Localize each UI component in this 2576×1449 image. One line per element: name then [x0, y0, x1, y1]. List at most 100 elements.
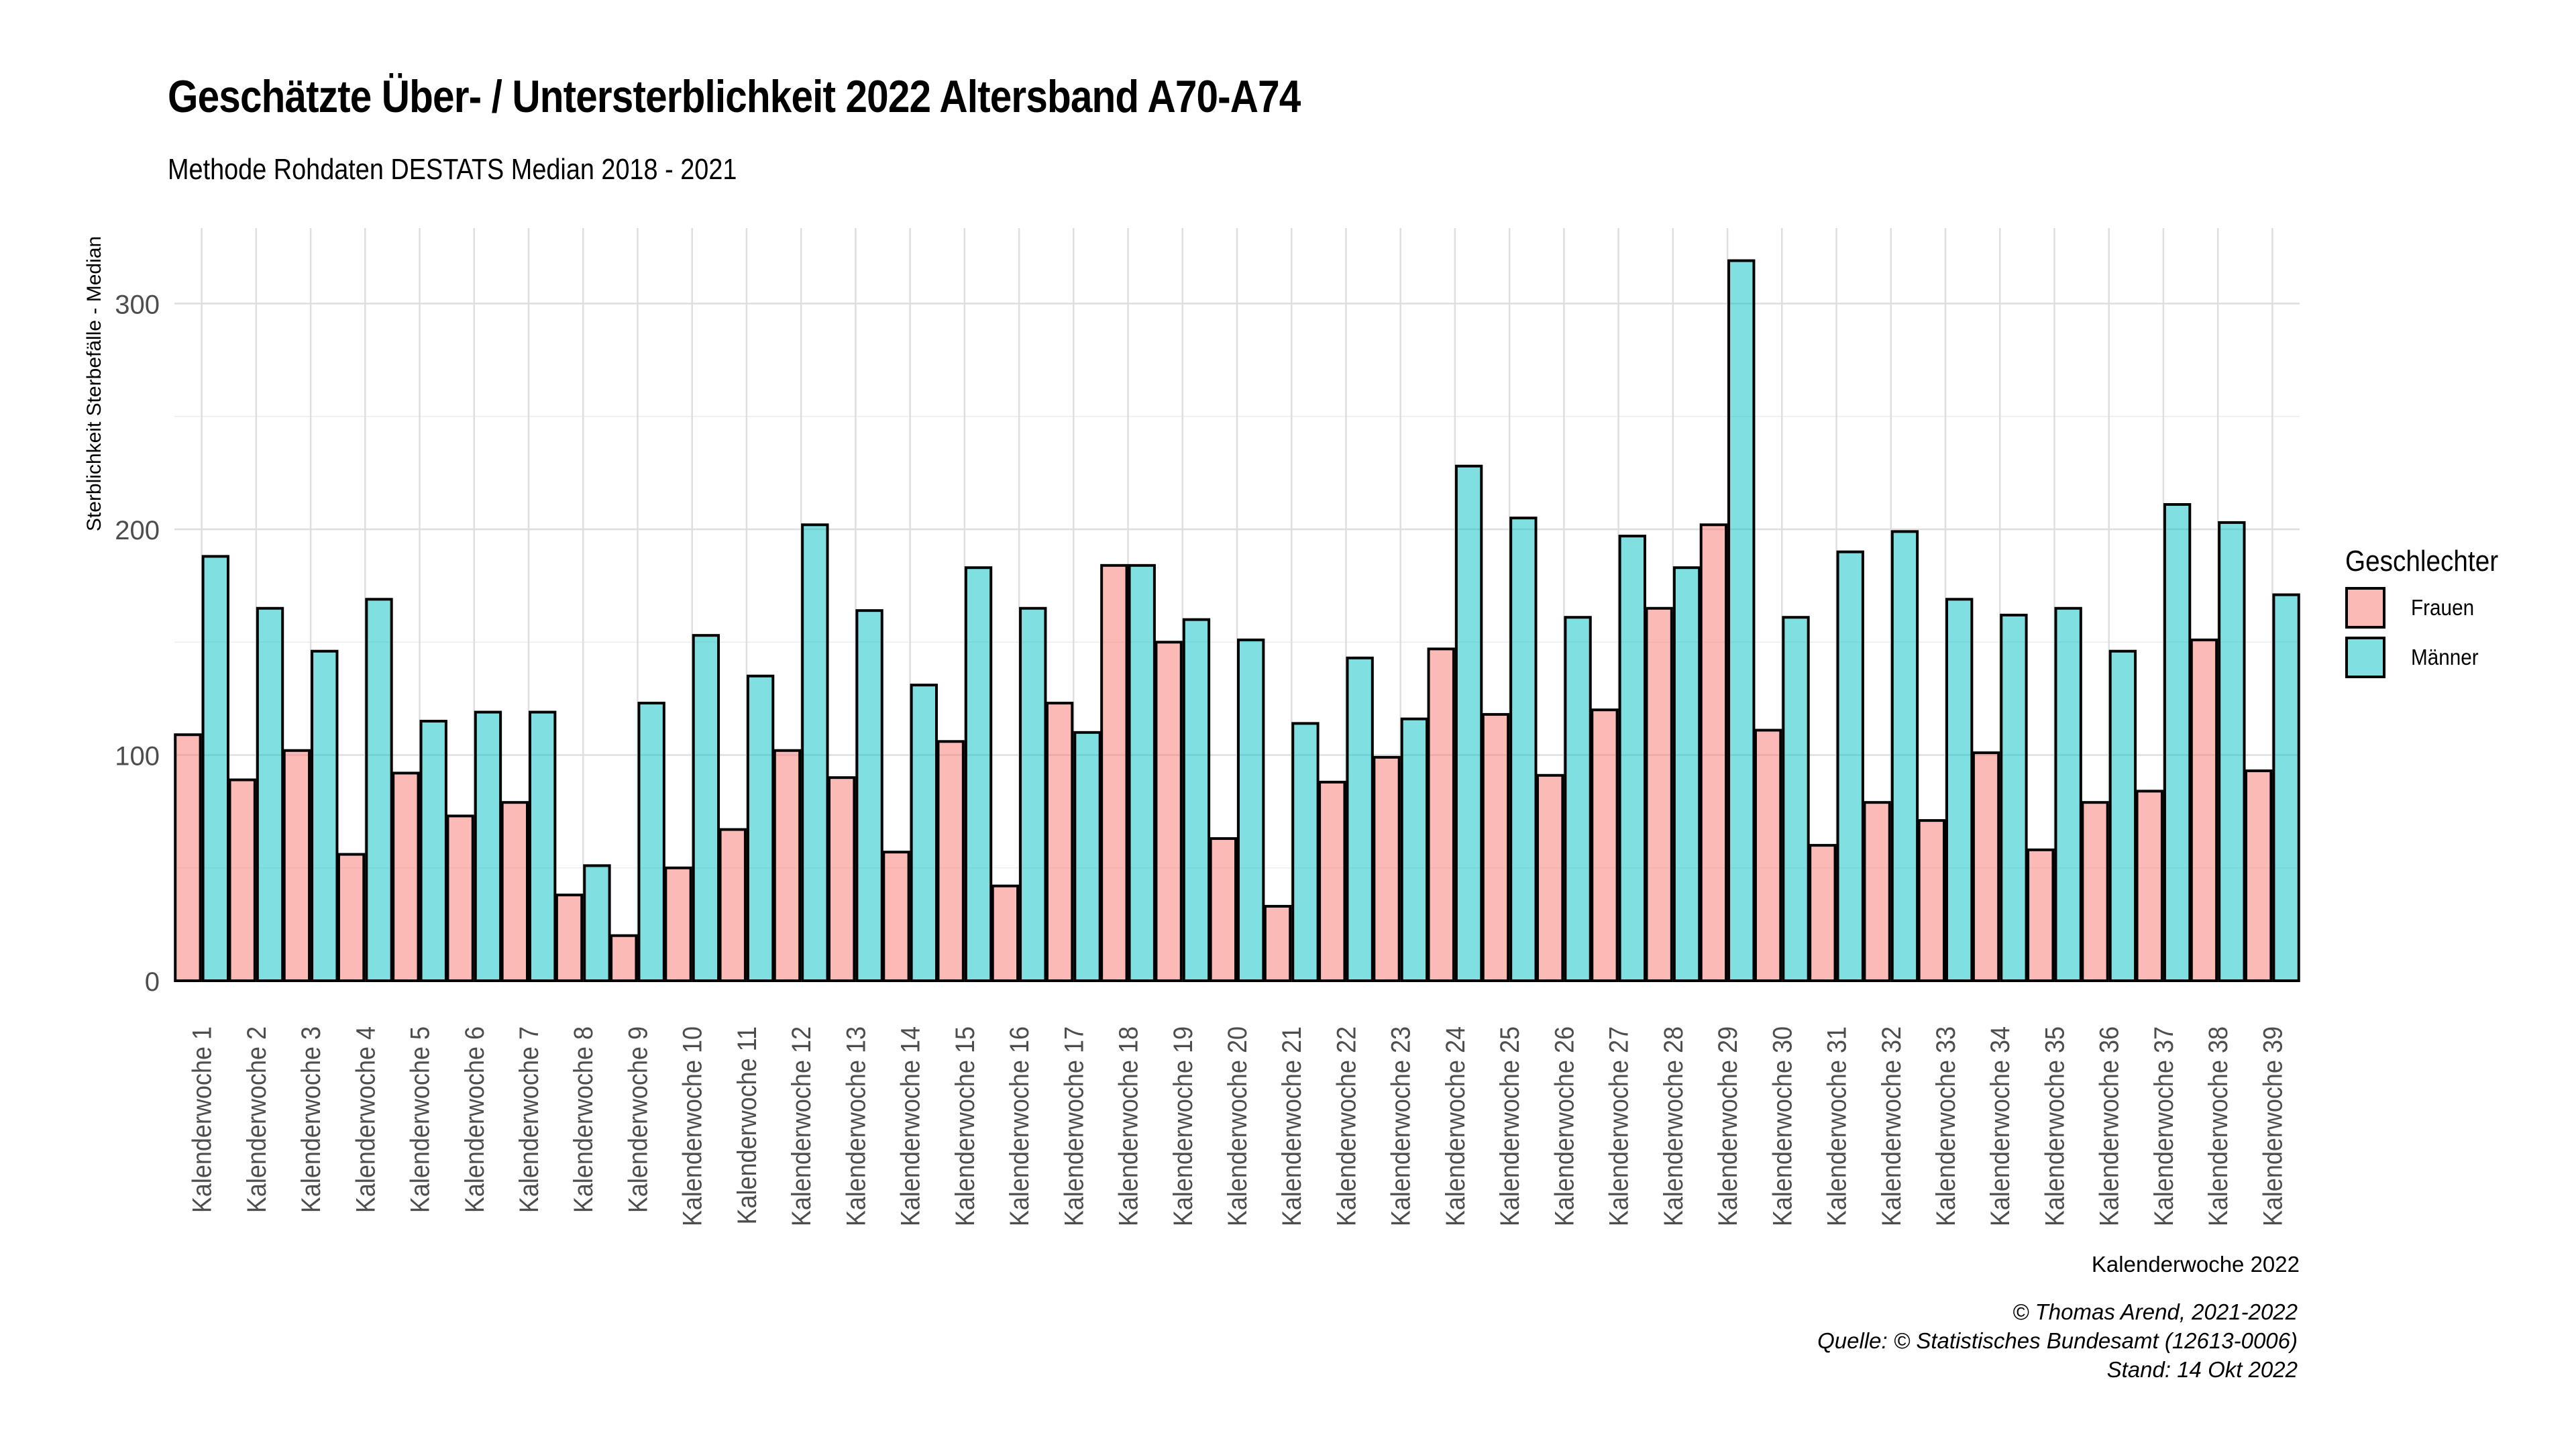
legend-item-maenner: Männer [2345, 637, 2519, 678]
bar-maenner-11 [746, 674, 775, 982]
bar-frauen-30 [1754, 729, 1782, 982]
bar-maenner-17 [1073, 731, 1102, 982]
bar-maenner-18 [1128, 564, 1156, 982]
legend-title: Geschlechter [2345, 545, 2499, 578]
bar-maenner-28 [1672, 566, 1701, 982]
bar-maenner-10 [692, 634, 720, 982]
bar-maenner-4 [365, 598, 393, 982]
bar-frauen-34 [1972, 751, 2000, 982]
bar-frauen-5 [392, 771, 420, 983]
x-tick-label: Kalenderwoche 36 [2095, 1026, 2125, 1226]
bar-maenner-13 [855, 609, 883, 982]
bar-frauen-18 [1100, 564, 1128, 982]
legend: Geschlechter Frauen Männer [2345, 545, 2519, 678]
x-tick-label: Kalenderwoche 30 [1768, 1026, 1798, 1226]
bar-maenner-22 [1346, 656, 1374, 982]
x-tick-label: Kalenderwoche 16 [1005, 1026, 1034, 1226]
legend-key-frauen [2345, 587, 2385, 629]
bar-frauen-3 [282, 749, 311, 983]
bar-frauen-22 [1318, 780, 1346, 982]
bar-maenner-19 [1182, 618, 1211, 982]
x-tick-label: Kalenderwoche 26 [1550, 1026, 1580, 1226]
x-tick-label: Kalenderwoche 32 [1877, 1026, 1907, 1226]
bar-frauen-6 [446, 814, 474, 982]
bar-frauen-14 [882, 851, 910, 982]
x-tick-label: Kalenderwoche 4 [352, 1026, 381, 1213]
x-tick-label: Kalenderwoche 38 [2204, 1026, 2233, 1226]
x-tick-label: Kalenderwoche 1 [188, 1026, 217, 1213]
x-tick-label: Kalenderwoche 29 [1713, 1026, 1743, 1226]
bar-maenner-6 [474, 710, 502, 982]
bar-frauen-39 [2245, 769, 2273, 983]
bar-frauen-25 [1481, 712, 1510, 983]
bar-frauen-24 [1427, 647, 1455, 982]
x-tick-label: Kalenderwoche 2 [242, 1026, 272, 1213]
x-tick-label: Kalenderwoche 25 [1495, 1026, 1525, 1226]
x-tick-label: Kalenderwoche 39 [2259, 1026, 2288, 1226]
y-axis-label: Sterblichkeit Sterbefälle - Median [83, 236, 105, 531]
bar-maenner-39 [2272, 593, 2300, 982]
x-tick-label: Kalenderwoche 33 [1931, 1026, 1961, 1226]
y-tick-label: 200 [115, 516, 160, 545]
chart-subtitle: Methode Rohdaten DESTATS Median 2018 - 2… [168, 153, 737, 186]
x-tick-label: Kalenderwoche 37 [2149, 1026, 2179, 1226]
bar-maenner-1 [201, 555, 229, 982]
bar-frauen-31 [1809, 844, 1837, 982]
bar-frauen-11 [718, 828, 747, 983]
x-tick-label: Kalenderwoche 20 [1223, 1026, 1252, 1226]
bar-frauen-28 [1645, 606, 1673, 982]
bar-frauen-20 [1209, 837, 1237, 982]
bar-maenner-5 [419, 720, 447, 983]
x-tick-label: Kalenderwoche 12 [787, 1026, 816, 1226]
bar-maenner-23 [1400, 717, 1429, 983]
bar-frauen-19 [1155, 641, 1183, 982]
legend-label-frauen: Frauen [2411, 595, 2475, 620]
bars [174, 259, 2300, 983]
bar-frauen-36 [2081, 801, 2109, 983]
bar-maenner-20 [1237, 638, 1265, 982]
legend-label-maenner: Männer [2411, 645, 2479, 669]
x-tick-label: Kalenderwoche 35 [2041, 1026, 2070, 1226]
caption-copyright: © Thomas Arend, 2021-2022 [2012, 1299, 2298, 1324]
bar-maenner-29 [1727, 259, 1756, 983]
x-tick-label: Kalenderwoche 24 [1441, 1026, 1470, 1226]
caption-source: Quelle: © Statistisches Bundesamt (12613… [1817, 1328, 2298, 1353]
bar-maenner-3 [311, 649, 339, 983]
x-tick-label: Kalenderwoche 10 [678, 1026, 708, 1226]
x-axis-label: Kalenderwoche 2022 [2092, 1252, 2300, 1277]
bar-frauen-38 [2190, 638, 2218, 982]
x-tick-label: Kalenderwoche 22 [1332, 1026, 1362, 1226]
bar-maenner-34 [2000, 613, 2028, 982]
bar-maenner-38 [2218, 521, 2246, 982]
bar-frauen-17 [1045, 702, 1074, 982]
bar-maenner-26 [1564, 616, 1592, 982]
bar-frauen-8 [555, 894, 584, 983]
x-tick-label: Kalenderwoche 13 [842, 1026, 871, 1226]
y-tick-label: 100 [115, 742, 160, 771]
axes: 0 100 200 300 Kalenderwoche 1 Kalenderwoche 2… [115, 290, 2288, 1227]
x-tick-label: Kalenderwoche 5 [406, 1026, 435, 1213]
bar-frauen-7 [500, 801, 529, 983]
bar-frauen-21 [1263, 904, 1292, 982]
x-tick-label: Kalenderwoche 15 [951, 1026, 980, 1226]
x-tick-label: Kalenderwoche 27 [1605, 1026, 1634, 1226]
bar-frauen-33 [1917, 819, 1945, 982]
legend-key-maenner [2345, 637, 2385, 678]
bar-frauen-32 [1863, 801, 1891, 983]
x-tick-label: Kalenderwoche 28 [1659, 1026, 1688, 1226]
x-tick-label: Kalenderwoche 14 [896, 1026, 926, 1226]
bar-maenner-35 [2054, 606, 2082, 982]
bar-maenner-16 [1019, 606, 1047, 982]
bar-maenner-37 [2163, 502, 2192, 982]
bar-frauen-15 [936, 740, 965, 983]
bar-frauen-9 [610, 934, 638, 982]
bar-maenner-25 [1509, 517, 1538, 982]
x-tick-label: Kalenderwoche 31 [1823, 1026, 1852, 1226]
x-tick-label: Kalenderwoche 7 [515, 1026, 544, 1213]
bar-maenner-15 [964, 566, 993, 982]
bar-frauen-26 [1536, 773, 1564, 983]
x-tick-label: Kalenderwoche 3 [297, 1026, 326, 1213]
x-tick-label: Kalenderwoche 8 [570, 1026, 599, 1213]
x-tick-label: Kalenderwoche 17 [1060, 1026, 1089, 1226]
